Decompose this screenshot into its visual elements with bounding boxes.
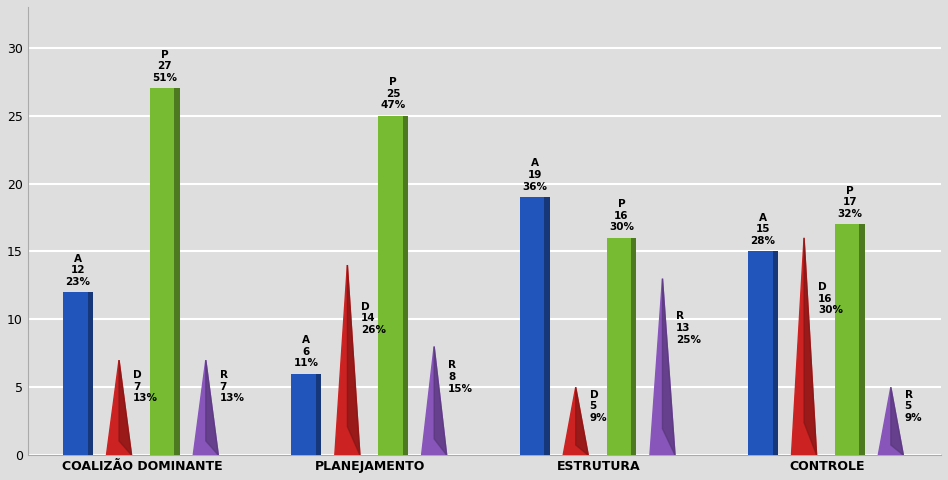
Text: P
16
30%: P 16 30%	[609, 199, 634, 232]
Bar	[860, 224, 865, 455]
Polygon shape	[434, 347, 447, 455]
Polygon shape	[878, 387, 903, 455]
Polygon shape	[563, 387, 589, 455]
Polygon shape	[804, 238, 816, 455]
Polygon shape	[335, 265, 360, 455]
Bar	[631, 238, 636, 455]
Polygon shape	[891, 387, 903, 455]
Text: A
12
23%: A 12 23%	[65, 253, 90, 287]
Polygon shape	[119, 360, 132, 455]
Polygon shape	[792, 238, 816, 455]
Text: A
6
11%: A 6 11%	[294, 335, 319, 368]
Text: R
7
13%: R 7 13%	[220, 370, 245, 403]
Polygon shape	[193, 360, 218, 455]
Text: P
17
32%: P 17 32%	[837, 186, 863, 219]
Bar	[174, 88, 180, 455]
Text: P
27
51%: P 27 51%	[153, 50, 177, 83]
Polygon shape	[663, 278, 675, 455]
Polygon shape	[347, 265, 360, 455]
Text: R
13
25%: R 13 25%	[676, 312, 702, 345]
Bar	[835, 224, 865, 455]
Bar	[544, 197, 550, 455]
Text: D
5
9%: D 5 9%	[590, 390, 607, 423]
Polygon shape	[106, 360, 132, 455]
Bar	[607, 238, 636, 455]
Polygon shape	[422, 347, 447, 455]
Text: D
14
26%: D 14 26%	[361, 301, 386, 335]
Text: D
7
13%: D 7 13%	[133, 370, 157, 403]
Bar	[316, 374, 321, 455]
Bar	[748, 252, 777, 455]
Text: A
15
28%: A 15 28%	[751, 213, 775, 246]
Bar	[378, 116, 408, 455]
Text: A
19
36%: A 19 36%	[522, 158, 547, 192]
Text: R
8
15%: R 8 15%	[448, 360, 473, 394]
Bar	[291, 374, 321, 455]
Bar	[773, 252, 778, 455]
Bar	[520, 197, 550, 455]
Bar	[403, 116, 408, 455]
Bar	[64, 292, 93, 455]
Polygon shape	[575, 387, 589, 455]
Text: P
25
47%: P 25 47%	[380, 77, 406, 110]
Bar	[87, 292, 93, 455]
Text: D
16
30%: D 16 30%	[818, 282, 843, 315]
Bar	[150, 88, 179, 455]
Polygon shape	[650, 278, 675, 455]
Text: R
5
9%: R 5 9%	[904, 390, 922, 423]
Polygon shape	[206, 360, 218, 455]
